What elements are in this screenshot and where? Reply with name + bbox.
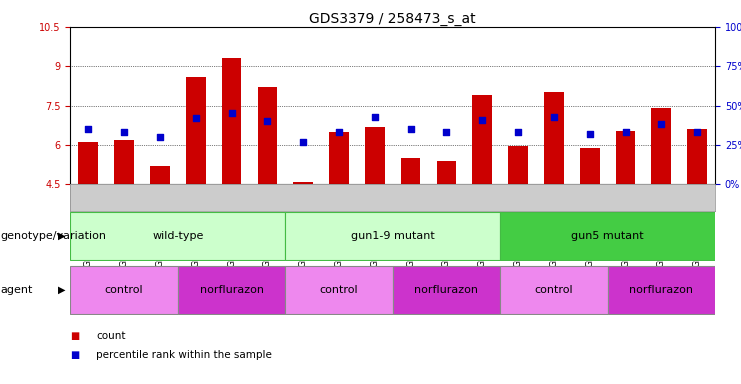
Bar	[365, 127, 385, 184]
Point	[405, 126, 416, 132]
Point	[333, 129, 345, 136]
Bar	[285, 212, 500, 260]
Bar	[258, 87, 277, 184]
Bar	[651, 108, 671, 184]
Bar	[401, 158, 420, 184]
Point	[225, 111, 237, 117]
Bar	[70, 212, 285, 260]
Text: ■: ■	[70, 331, 79, 341]
Text: control: control	[534, 285, 574, 295]
Point	[619, 129, 631, 136]
Point	[190, 115, 202, 121]
Text: gun5 mutant: gun5 mutant	[571, 231, 644, 241]
Bar	[178, 266, 285, 314]
Title: GDS3379 / 258473_s_at: GDS3379 / 258473_s_at	[310, 12, 476, 26]
Bar	[293, 182, 313, 184]
Point	[82, 126, 94, 132]
Bar	[500, 266, 608, 314]
Bar	[500, 212, 715, 260]
Point	[118, 129, 130, 136]
Point	[476, 117, 488, 123]
Text: ▶: ▶	[58, 285, 65, 295]
Point	[440, 129, 452, 136]
Bar	[285, 266, 393, 314]
Point	[154, 134, 166, 140]
Bar	[222, 58, 242, 184]
Bar	[114, 140, 134, 184]
Text: wild-type: wild-type	[152, 231, 204, 241]
Text: control: control	[104, 285, 144, 295]
Bar	[608, 266, 715, 314]
Bar	[186, 77, 205, 184]
Bar	[436, 161, 456, 184]
Text: ■: ■	[70, 350, 79, 360]
Point	[584, 131, 596, 137]
Bar	[473, 95, 492, 184]
Text: genotype/variation: genotype/variation	[0, 231, 106, 241]
Text: norflurazon: norflurazon	[414, 285, 479, 295]
Point	[512, 129, 524, 136]
Text: count: count	[96, 331, 126, 341]
Point	[297, 139, 309, 145]
Text: gun1-9 mutant: gun1-9 mutant	[350, 231, 435, 241]
Text: ▶: ▶	[58, 231, 65, 241]
Bar	[70, 266, 178, 314]
Text: control: control	[319, 285, 359, 295]
Bar	[329, 132, 349, 184]
Bar	[544, 93, 564, 184]
Bar	[393, 266, 500, 314]
Bar	[150, 166, 170, 184]
Bar	[79, 142, 98, 184]
Bar	[508, 146, 528, 184]
Bar	[688, 129, 707, 184]
Point	[691, 129, 703, 136]
Point	[548, 114, 559, 120]
Text: percentile rank within the sample: percentile rank within the sample	[96, 350, 272, 360]
Text: norflurazon: norflurazon	[199, 285, 264, 295]
Bar	[616, 131, 635, 184]
Text: agent: agent	[0, 285, 33, 295]
Bar	[580, 147, 599, 184]
Point	[262, 118, 273, 124]
Point	[369, 114, 381, 120]
Text: norflurazon: norflurazon	[629, 285, 694, 295]
Point	[655, 121, 667, 127]
